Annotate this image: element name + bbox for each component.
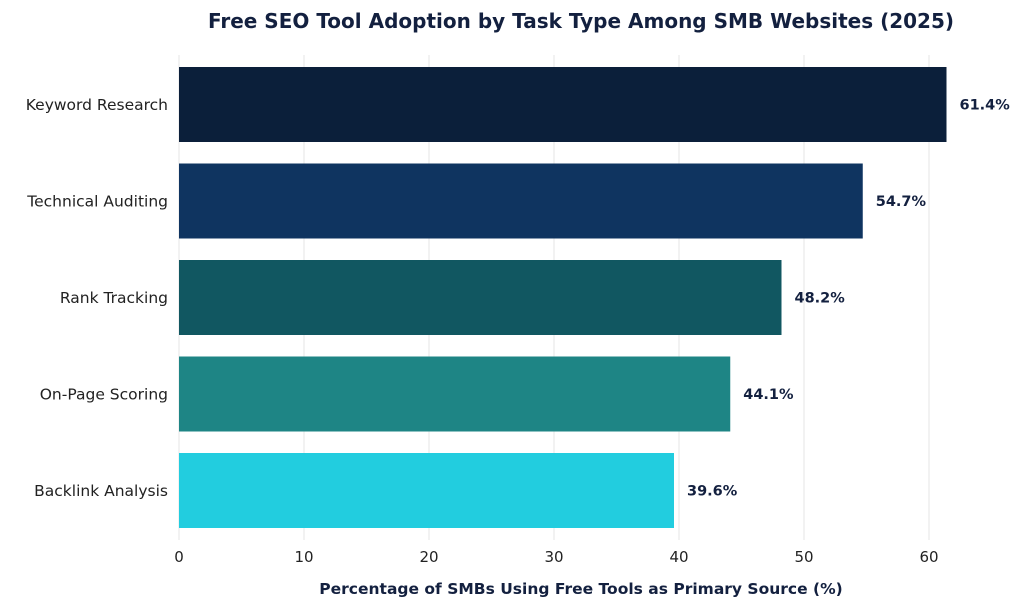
bar (179, 260, 782, 335)
x-tick-label: 40 (669, 548, 688, 566)
bar (179, 163, 863, 239)
x-tick-label: 10 (294, 548, 313, 566)
y-tick-label: On-Page Scoring (40, 386, 168, 404)
data-label: 61.4% (960, 98, 1011, 114)
data-label: 48.2% (795, 291, 846, 307)
chart-title: Free SEO Tool Adoption by Task Type Amon… (208, 9, 954, 33)
y-tick-label: Backlink Analysis (34, 482, 168, 500)
y-tick-label: Keyword Research (26, 96, 168, 114)
y-tick-label: Technical Auditing (26, 193, 168, 211)
bar (179, 356, 731, 432)
data-label: 54.7% (876, 194, 927, 210)
x-tick-label: 0 (174, 548, 184, 566)
x-tick-label: 30 (544, 548, 563, 566)
data-label: 39.6% (687, 484, 738, 500)
data-label: 44.1% (743, 387, 794, 403)
y-tick-label: Rank Tracking (60, 289, 168, 307)
x-tick-label: 60 (919, 548, 938, 566)
x-tick-label: 50 (794, 548, 813, 566)
bar (179, 67, 947, 142)
x-axis-label: Percentage of SMBs Using Free Tools as P… (319, 580, 842, 598)
x-tick-label: 20 (419, 548, 438, 566)
bar (179, 453, 674, 528)
